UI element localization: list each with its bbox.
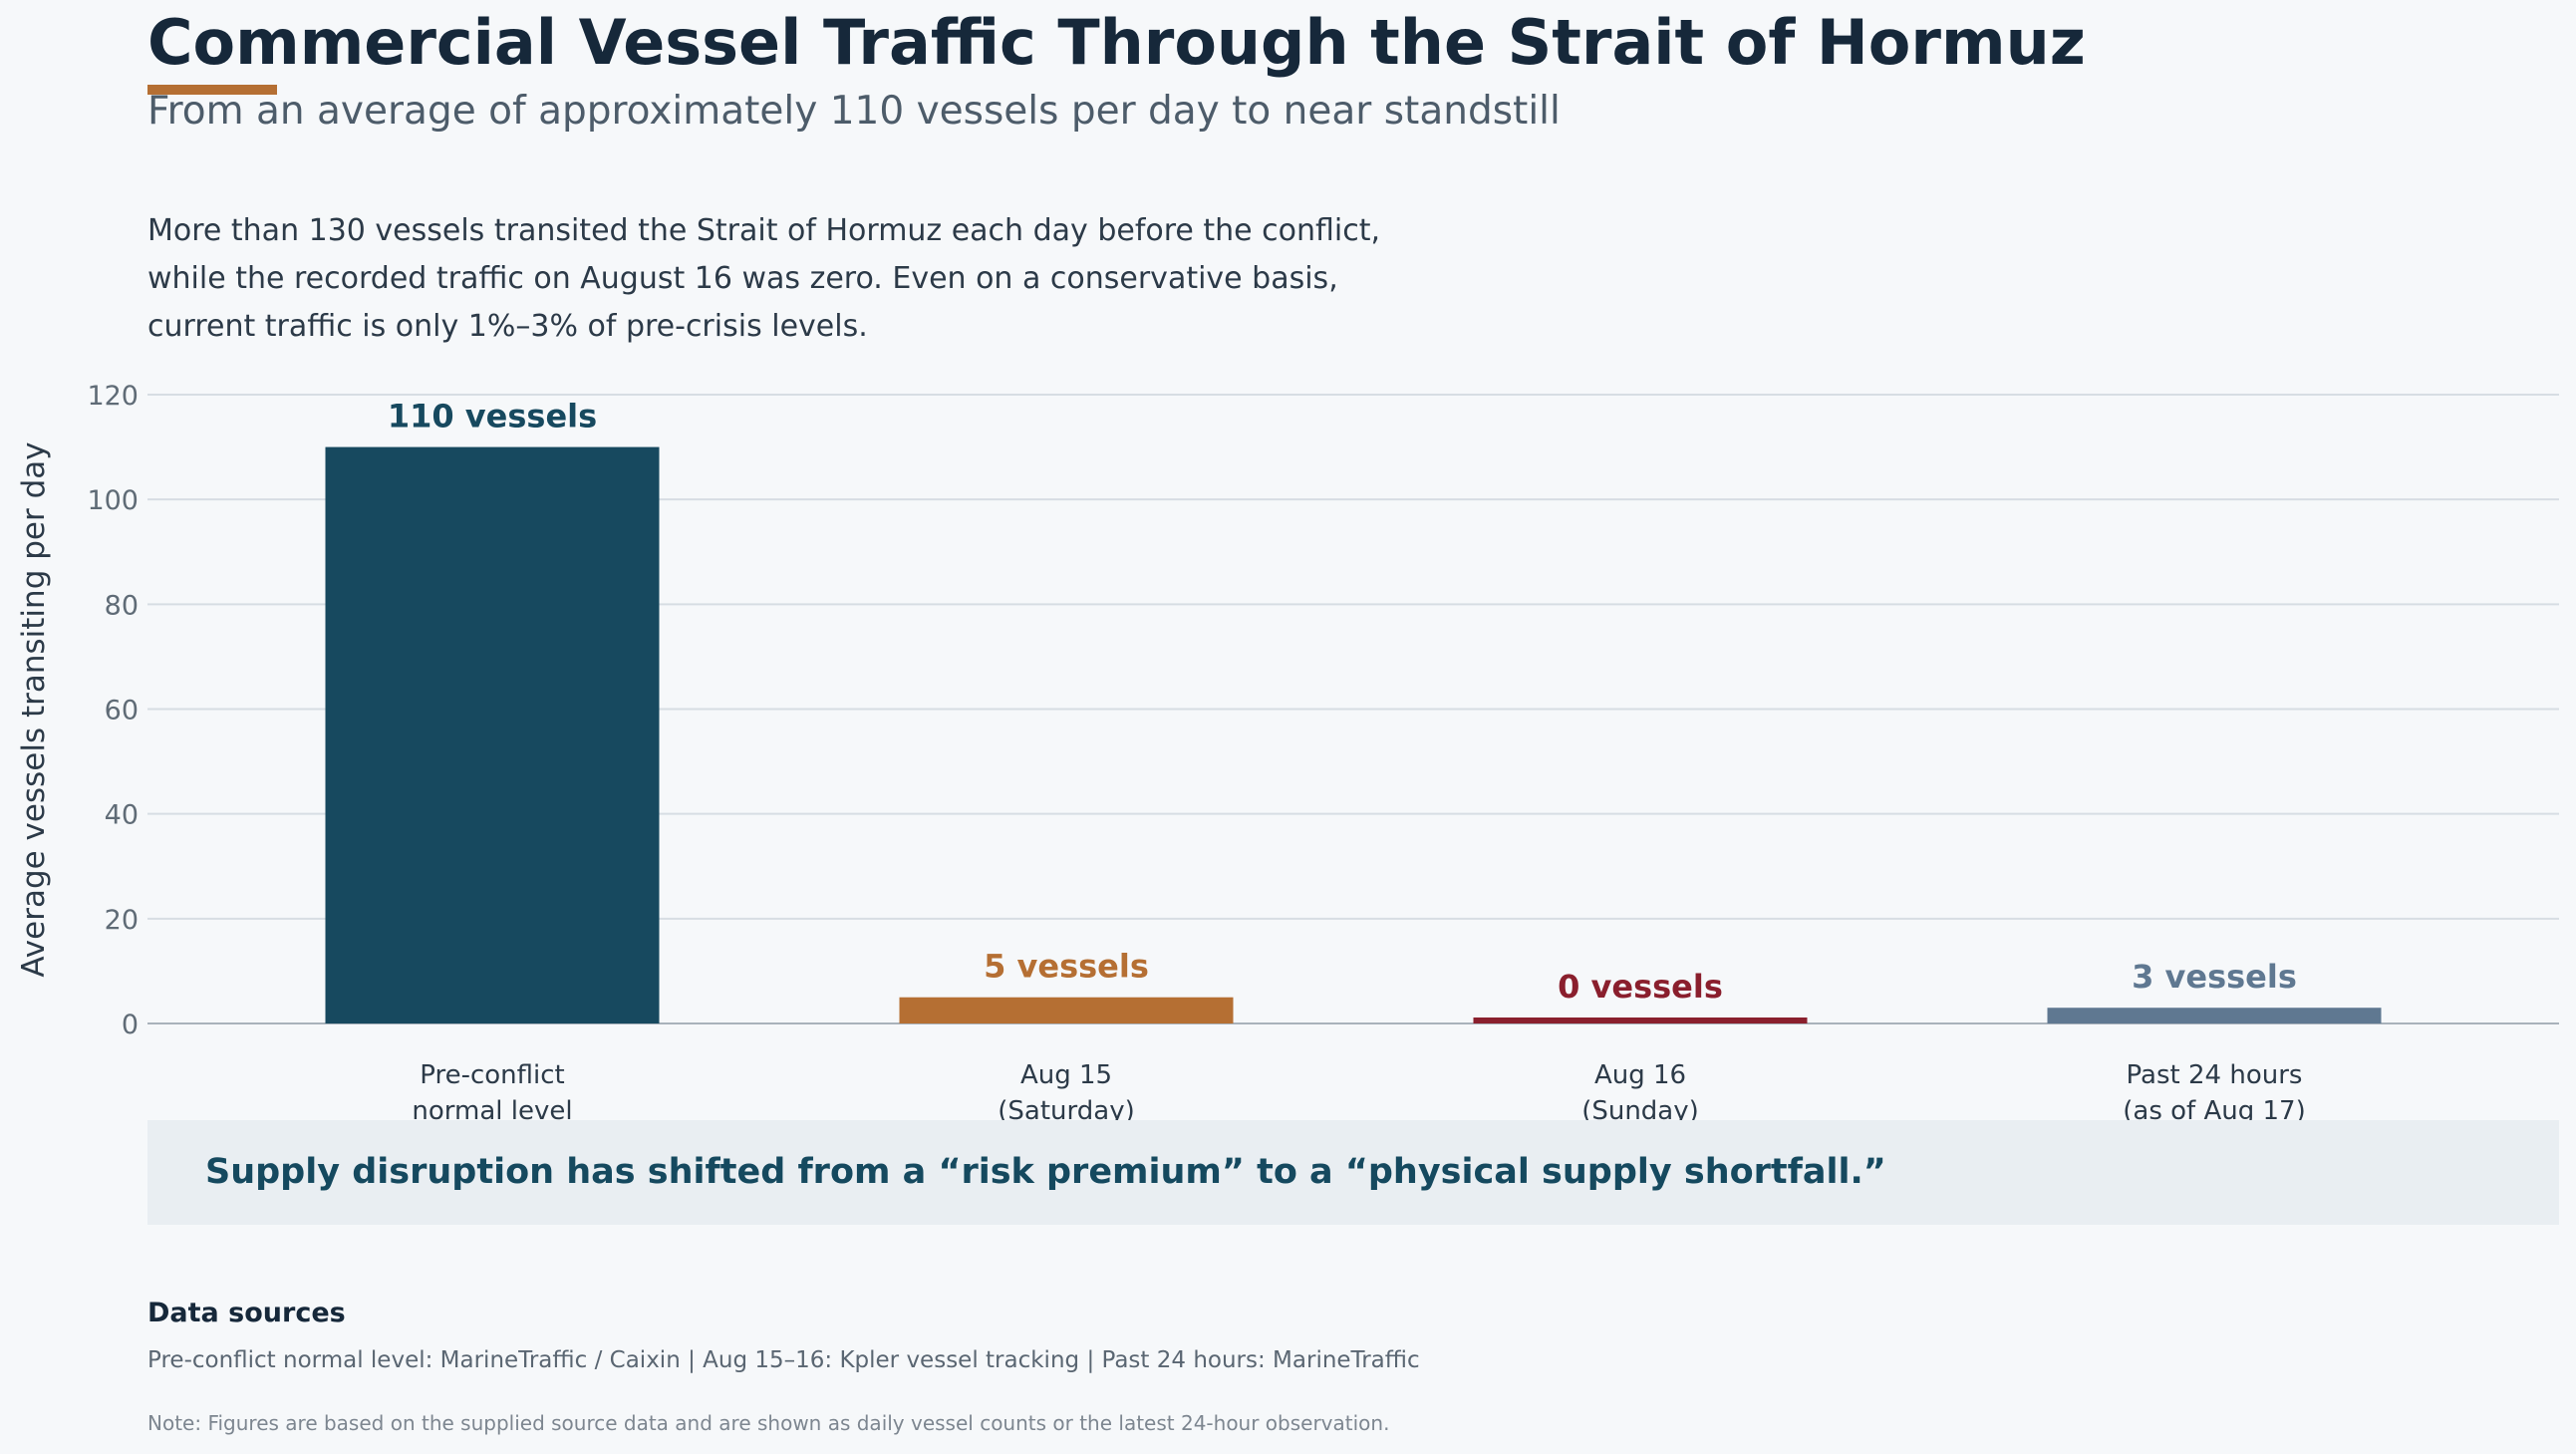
chart-title: Commercial Vessel Traffic Through the St…	[147, 6, 2086, 79]
bar-value-label: 0 vessels	[1558, 968, 1723, 1006]
y-axis-label: Average vessels transiting per day	[16, 441, 52, 977]
description-line: while the recorded traffic on August 16 …	[147, 261, 1338, 296]
y-tick-label: 20	[105, 905, 139, 936]
data-sources-text: Pre-conflict normal level: MarineTraffic…	[147, 1347, 1420, 1373]
callout-box: Supply disruption has shifted from a “ri…	[147, 1120, 2559, 1225]
x-tick-label: Pre-conflict	[420, 1060, 565, 1090]
y-tick-label: 40	[105, 800, 139, 831]
x-tick-label: Past 24 hours	[2127, 1060, 2303, 1090]
bars	[325, 446, 2382, 1023]
chart-description: More than 130 vessels transited the Stra…	[147, 207, 1642, 351]
y-tick-label: 60	[105, 696, 139, 727]
description-line: current traffic is only 1%–3% of pre-cri…	[147, 309, 868, 344]
title-accent-bar	[147, 85, 277, 95]
bar	[2047, 1008, 2382, 1023]
y-tick-label: 100	[87, 485, 139, 516]
bar	[899, 997, 1234, 1023]
chart-subtitle: From an average of approximately 110 ves…	[147, 89, 1561, 134]
x-tick-label: Aug 15	[1020, 1060, 1112, 1090]
y-tick-label: 120	[87, 381, 139, 412]
bar	[325, 446, 660, 1023]
description-line: More than 130 vessels transited the Stra…	[147, 213, 1381, 248]
data-sources-title: Data sources	[147, 1298, 346, 1328]
bar-value-label: 5 vessels	[984, 948, 1149, 986]
y-tick-label: 0	[122, 1010, 139, 1040]
bar	[1473, 1018, 1808, 1023]
bar-value-labels: 110 vessels 5 vessels 0 vessels 3 vessels	[388, 398, 2297, 1006]
bar-value-label: 110 vessels	[388, 398, 597, 436]
y-tick-label: 80	[105, 590, 139, 621]
x-tick-label: Aug 16	[1594, 1060, 1686, 1090]
callout-text: Supply disruption has shifted from a “ri…	[205, 1152, 1886, 1192]
footnote: Note: Figures are based on the supplied …	[147, 1411, 1390, 1435]
bar-value-label: 3 vessels	[2132, 958, 2297, 996]
y-axis-ticks: 0 20 40 60 80 100 120	[87, 381, 139, 1040]
